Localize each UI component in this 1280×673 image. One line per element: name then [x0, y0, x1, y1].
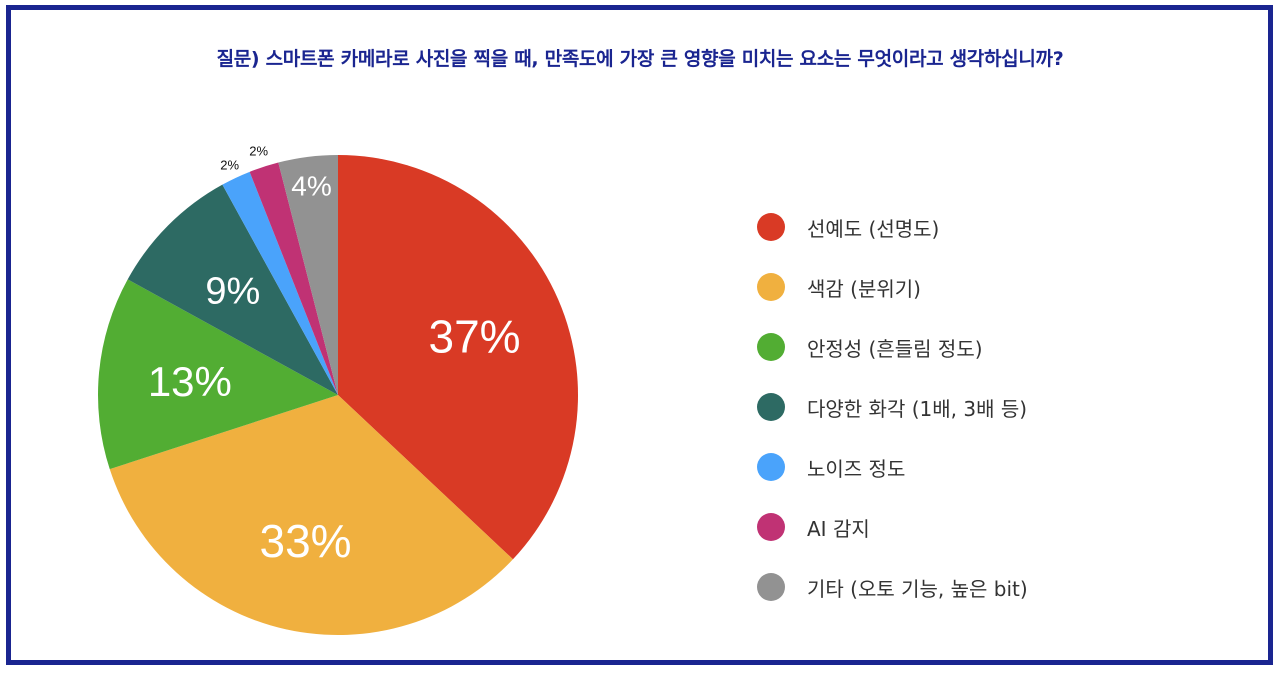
pie-slice-other: [278, 155, 338, 395]
legend-label: 노이즈 정도: [807, 456, 906, 481]
legend-swatch-icon: [757, 573, 785, 601]
legend: 선예도 (선명도) 색감 (분위기) 안정성 (흔들림 정도) 다양한 화각 (…: [757, 197, 1028, 617]
legend-label: 안정성 (흔들림 정도): [807, 336, 983, 361]
legend-swatch-icon: [757, 513, 785, 541]
legend-swatch-icon: [757, 273, 785, 301]
legend-item-other: 기타 (오토 기능, 높은 bit): [757, 557, 1028, 617]
slice-label-sharpness: 37%: [429, 310, 521, 362]
legend-item-color-tone: 색감 (분위기): [757, 257, 1028, 317]
slice-label-other: 4%: [291, 171, 331, 202]
legend-swatch-icon: [757, 453, 785, 481]
pie-slice-sharpness: [338, 155, 578, 560]
pie-slice-focal-range: [127, 184, 338, 395]
slice-label-noise: 2%: [220, 157, 239, 172]
legend-swatch-icon: [757, 213, 785, 241]
legend-label: AI 감지: [807, 516, 870, 541]
legend-item-noise: 노이즈 정도: [757, 437, 1028, 497]
slice-label-stability: 13%: [148, 358, 232, 405]
slice-label-focal-range: 9%: [205, 270, 260, 312]
legend-label: 색감 (분위기): [807, 276, 921, 301]
legend-swatch-icon: [757, 333, 785, 361]
legend-item-focal-range: 다양한 화각 (1배, 3배 등): [757, 377, 1028, 437]
slice-label-ai-detection: 2%: [249, 143, 268, 158]
slice-label-color-tone: 33%: [260, 515, 352, 567]
legend-item-ai-detection: AI 감지: [757, 497, 1028, 557]
pie-slice-ai-detection: [249, 162, 338, 395]
legend-label: 선예도 (선명도): [807, 216, 940, 241]
legend-label: 다양한 화각 (1배, 3배 등): [807, 396, 1028, 421]
legend-item-sharpness: 선예도 (선명도): [757, 197, 1028, 257]
pie-slice-stability: [98, 279, 338, 470]
legend-label: 기타 (오토 기능, 높은 bit): [807, 576, 1028, 601]
legend-swatch-icon: [757, 393, 785, 421]
chart-title: 질문) 스마트폰 카메라로 사진을 찍을 때, 만족도에 가장 큰 영향을 미치…: [216, 48, 1064, 70]
pie-slice-noise: [222, 171, 338, 395]
pie-slice-color-tone: [109, 395, 513, 636]
legend-item-stability: 안정성 (흔들림 정도): [757, 317, 1028, 377]
